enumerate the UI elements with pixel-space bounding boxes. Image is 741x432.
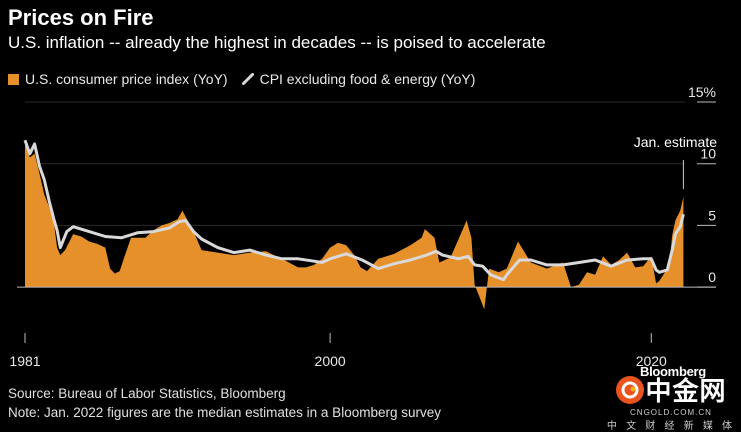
y-tick-label-5: 5	[708, 207, 716, 223]
cngold-watermark: 中金网 CNGOLD.COM.CN 中 文 财 经 新 媒 体	[607, 371, 735, 432]
x-tick-label-2020: 2020	[636, 353, 667, 369]
legend-swatch-cpi	[8, 73, 19, 85]
y-tick-label-0: 0	[708, 269, 716, 285]
axes: 0 5 10 15% 1981 2000 2020	[9, 84, 716, 369]
cngold-url: CNGOLD.COM.CN	[630, 408, 712, 417]
core-cpi-line	[23, 139, 685, 282]
legend-label-core: CPI excluding food & energy (YoY)	[259, 71, 476, 87]
footer: Source: Bureau of Labor Statistics, Bloo…	[8, 384, 441, 422]
cngold-logo-icon	[616, 375, 645, 404]
bloomberg-logo: Bloomberg	[640, 364, 706, 379]
grid	[25, 101, 685, 226]
legend: U.S. consumer price index (YoY) CPI excl…	[8, 71, 489, 87]
y-tick-label-10: 10	[700, 146, 716, 162]
annotation-label: Jan. estimate	[634, 134, 717, 150]
cpi-area-layer	[25, 141, 684, 310]
cngold-logo-text: 中金网	[645, 377, 727, 407]
chart-title: Prices on Fire	[8, 5, 154, 30]
legend-item-cpi: U.S. consumer price index (YoY)	[8, 71, 228, 87]
cngold-tagline: 中 文 财 经 新 媒 体	[606, 421, 735, 432]
cpi-area	[25, 141, 684, 310]
legend-item-core: CPI excluding food & energy (YoY)	[241, 71, 476, 87]
annotation-layer: Jan. estimate	[634, 134, 717, 190]
footnote: Note: Jan. 2022 figures are the median e…	[8, 405, 441, 420]
core-line-layer	[23, 139, 685, 282]
chart-subtitle: U.S. inflation -- already the highest in…	[8, 33, 546, 52]
legend-label-cpi: U.S. consumer price index (YoY)	[25, 71, 228, 87]
x-tick-label-2000: 2000	[315, 353, 346, 369]
source-note: Source: Bureau of Labor Statistics, Bloo…	[8, 386, 286, 401]
x-tick-label-1981: 1981	[9, 353, 40, 369]
y-tick-label-15: 15%	[688, 84, 716, 100]
legend-swatch-core	[241, 73, 254, 85]
